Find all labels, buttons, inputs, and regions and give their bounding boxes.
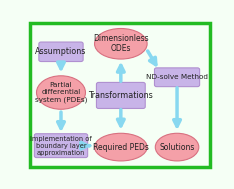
Text: Dimensionless
ODEs: Dimensionless ODEs bbox=[93, 34, 149, 53]
Text: Assumptions: Assumptions bbox=[35, 47, 87, 56]
FancyBboxPatch shape bbox=[154, 68, 200, 87]
FancyBboxPatch shape bbox=[34, 134, 88, 158]
Text: Required PEDs: Required PEDs bbox=[93, 143, 149, 152]
Text: ND-solve Method: ND-solve Method bbox=[146, 74, 208, 80]
Text: Partial
differential
system (PDEs): Partial differential system (PDEs) bbox=[35, 82, 87, 103]
Text: Implementation of
boundary layer
approximation: Implementation of boundary layer approxi… bbox=[30, 136, 92, 156]
Text: Transformations: Transformations bbox=[88, 91, 153, 100]
Ellipse shape bbox=[155, 133, 199, 161]
FancyBboxPatch shape bbox=[39, 42, 83, 62]
Ellipse shape bbox=[95, 133, 147, 161]
Text: Solutions: Solutions bbox=[159, 143, 195, 152]
Ellipse shape bbox=[95, 29, 147, 59]
Ellipse shape bbox=[37, 76, 85, 109]
FancyBboxPatch shape bbox=[96, 82, 145, 108]
